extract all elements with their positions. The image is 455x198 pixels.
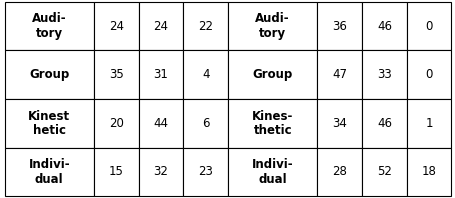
Text: 44: 44 <box>153 117 168 130</box>
Text: 46: 46 <box>376 117 391 130</box>
Bar <box>183 50 228 99</box>
Bar <box>183 2 228 50</box>
Text: Kines-
thetic: Kines- thetic <box>252 109 293 137</box>
Text: 1: 1 <box>425 117 432 130</box>
Bar <box>228 99 317 148</box>
Text: 34: 34 <box>332 117 346 130</box>
Text: Indivi-
dual: Indivi- dual <box>28 158 70 186</box>
Text: 15: 15 <box>109 165 123 178</box>
Text: 0: 0 <box>425 20 432 33</box>
Bar <box>94 50 138 99</box>
Text: Audi-
tory: Audi- tory <box>32 12 66 40</box>
Bar <box>228 148 317 196</box>
Bar <box>5 99 94 148</box>
Text: 33: 33 <box>376 68 391 81</box>
Bar <box>94 2 138 50</box>
Text: 36: 36 <box>332 20 346 33</box>
Bar <box>5 50 94 99</box>
Text: Audi-
tory: Audi- tory <box>255 12 289 40</box>
Text: Indivi-
dual: Indivi- dual <box>251 158 293 186</box>
Bar <box>317 50 361 99</box>
Text: 6: 6 <box>202 117 209 130</box>
Text: 46: 46 <box>376 20 391 33</box>
Bar <box>361 99 406 148</box>
Text: Kinest
hetic: Kinest hetic <box>28 109 70 137</box>
Text: 35: 35 <box>109 68 123 81</box>
Bar <box>361 50 406 99</box>
Text: Group: Group <box>252 68 292 81</box>
Bar <box>406 2 450 50</box>
Bar <box>5 2 94 50</box>
Text: 24: 24 <box>109 20 123 33</box>
Bar <box>183 99 228 148</box>
Text: 31: 31 <box>153 68 168 81</box>
Bar <box>361 148 406 196</box>
Bar <box>317 99 361 148</box>
Bar <box>317 148 361 196</box>
Bar <box>228 50 317 99</box>
Bar <box>406 50 450 99</box>
Bar <box>228 2 317 50</box>
Bar <box>94 148 138 196</box>
Text: 32: 32 <box>153 165 168 178</box>
Bar <box>138 2 183 50</box>
Bar <box>317 2 361 50</box>
Text: Group: Group <box>29 68 69 81</box>
Bar <box>138 99 183 148</box>
Text: 4: 4 <box>202 68 209 81</box>
Text: 20: 20 <box>109 117 123 130</box>
Bar <box>138 148 183 196</box>
Bar <box>406 99 450 148</box>
Text: 24: 24 <box>153 20 168 33</box>
Bar <box>138 50 183 99</box>
Text: 18: 18 <box>421 165 435 178</box>
Bar <box>94 99 138 148</box>
Text: 52: 52 <box>376 165 391 178</box>
Text: 28: 28 <box>332 165 346 178</box>
Bar <box>183 148 228 196</box>
Bar <box>406 148 450 196</box>
Text: 22: 22 <box>198 20 212 33</box>
Bar <box>5 148 94 196</box>
Text: 0: 0 <box>425 68 432 81</box>
Text: 47: 47 <box>332 68 346 81</box>
Text: 23: 23 <box>198 165 212 178</box>
Bar <box>361 2 406 50</box>
